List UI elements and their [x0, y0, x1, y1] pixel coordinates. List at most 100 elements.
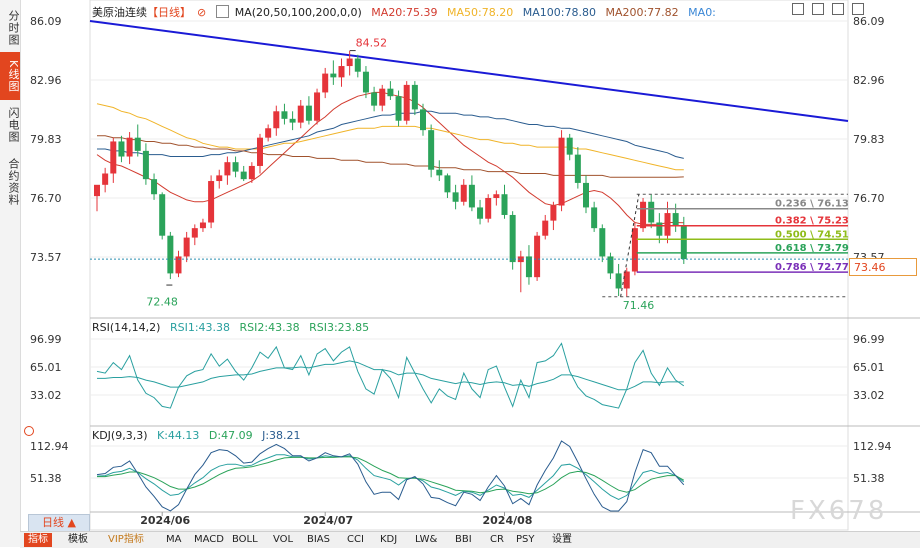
- rsi-params: RSI(14,14,2): [92, 321, 161, 334]
- ma20-value: MA20:75.39: [371, 6, 438, 19]
- candle-body: [403, 84, 410, 121]
- rsi-y-tick-right: 33.02: [853, 389, 885, 402]
- tab-boll[interactable]: BOLL: [232, 534, 258, 545]
- candle-body: [664, 213, 671, 236]
- sidebar-tab-flash[interactable]: 闪电图: [7, 107, 20, 143]
- chart-frame: [89, 0, 849, 531]
- candle-body: [493, 194, 500, 198]
- candle-body: [591, 207, 598, 229]
- candle-body: [297, 105, 304, 123]
- kdj-params: KDJ(9,3,3): [92, 429, 148, 442]
- candle-body: [305, 105, 312, 121]
- candle-body: [680, 226, 687, 260]
- rsi-y-tick-left: 65.01: [30, 361, 62, 374]
- left-sidebar: 分时图 K线图 闪电图 合约资料: [0, 0, 21, 547]
- fib-level-label: 0.786 \ 72.77: [775, 262, 849, 273]
- d-value: D:47.09: [208, 429, 253, 442]
- candle-body: [468, 184, 475, 208]
- x-axis-label: 2024/06: [140, 514, 190, 527]
- candle-body: [110, 141, 117, 174]
- candle-body: [656, 222, 663, 236]
- sidebar-tab-kline[interactable]: K线图: [0, 52, 20, 100]
- candle-body: [395, 96, 402, 121]
- y-tick-left: 73.57: [30, 251, 62, 264]
- y-tick-left: 79.83: [30, 133, 62, 146]
- sidebar-tab-contract[interactable]: 合约资料: [7, 158, 20, 206]
- tab-macd[interactable]: MACD: [194, 534, 224, 545]
- settings-icon[interactable]: [852, 3, 864, 15]
- candle-body: [460, 184, 467, 202]
- y-tick-right: 79.83: [853, 133, 885, 146]
- ma-line-ma20: [96, 91, 684, 225]
- fib-level-label: 0.618 \ 73.79: [775, 243, 849, 254]
- y-tick-right: 82.96: [853, 74, 885, 87]
- tab-indicators[interactable]: 指标: [24, 533, 52, 547]
- candle-body: [436, 169, 443, 176]
- y-tick-right: 76.70: [853, 192, 885, 205]
- tab-cci[interactable]: CCI: [347, 534, 364, 545]
- zoom-in-icon[interactable]: [812, 3, 824, 15]
- tab-vip-indicators[interactable]: VIP指标: [108, 534, 144, 545]
- period-label[interactable]: 【日线】: [147, 6, 191, 19]
- symbol-name: 美原油连续: [92, 6, 147, 19]
- tab-bbi[interactable]: BBI: [455, 534, 472, 545]
- crosshair-tool-icon[interactable]: [792, 3, 804, 15]
- candle-body: [151, 179, 158, 195]
- tab-vol[interactable]: VOL: [273, 534, 294, 545]
- candle-body: [208, 181, 215, 223]
- ma100-value: MA100:78.80: [522, 6, 596, 19]
- candle-body: [330, 73, 337, 78]
- candle-body: [501, 194, 508, 215]
- rsi-line-rsi3: [97, 360, 684, 391]
- tab-settings[interactable]: 设置: [552, 534, 572, 545]
- rsi3-value: RSI3:23.85: [309, 321, 370, 334]
- tab-psy[interactable]: PSY: [516, 534, 535, 545]
- j-value: J:38.21: [262, 429, 301, 442]
- candle-body: [517, 256, 524, 263]
- candle-body: [452, 192, 459, 202]
- tab-cr[interactable]: CR: [490, 534, 504, 545]
- candle-body: [574, 154, 581, 183]
- candle-body: [640, 201, 647, 229]
- candle-body: [281, 111, 288, 119]
- rsi1-value: RSI1:43.38: [169, 321, 231, 334]
- rsi-y-tick-right: 65.01: [853, 361, 885, 374]
- kdj-line-k: [96, 454, 685, 501]
- ma50-value: MA50:78.20: [447, 6, 514, 19]
- rsi-line-rsi1: [96, 342, 685, 409]
- compare-icon[interactable]: ⊘: [197, 6, 207, 19]
- candle-body: [159, 194, 166, 236]
- candle-body: [232, 162, 239, 172]
- candle-body: [411, 84, 418, 110]
- period-button[interactable]: 日线 ▲: [28, 514, 90, 532]
- sidebar-tab-intraday[interactable]: 分时图: [7, 10, 20, 46]
- tab-bias[interactable]: BIAS: [307, 534, 330, 545]
- trendline: [89, 20, 849, 122]
- candle-body: [257, 137, 263, 166]
- current-price-tag: 73.46: [849, 258, 917, 276]
- candle-body: [444, 175, 451, 193]
- candle-body: [550, 205, 557, 221]
- candle-body: [420, 109, 426, 131]
- target-icon[interactable]: [24, 426, 34, 436]
- tab-lw[interactable]: LW&: [415, 534, 438, 545]
- tab-ma[interactable]: MA: [166, 534, 182, 545]
- candle-body: [199, 222, 206, 229]
- x-axis-label: 2024/08: [483, 514, 533, 527]
- candle-body: [583, 182, 589, 208]
- candle-body: [534, 235, 541, 278]
- candle-body: [615, 273, 622, 289]
- tab-kdj[interactable]: KDJ: [380, 534, 398, 545]
- tab-templates[interactable]: 模板: [68, 534, 88, 545]
- y-tick-left: 82.96: [30, 74, 62, 87]
- checkbox-icon[interactable]: [215, 5, 229, 18]
- candle-body: [623, 271, 630, 289]
- ma-line-ma50: [96, 103, 684, 171]
- kdj-y-tick-right: 112.94: [853, 440, 892, 453]
- candle-body: [354, 58, 361, 72]
- candle-body: [102, 173, 109, 185]
- y-tick-left: 76.70: [30, 192, 62, 205]
- zoom-out-icon[interactable]: [832, 3, 844, 15]
- candle-body: [346, 58, 353, 67]
